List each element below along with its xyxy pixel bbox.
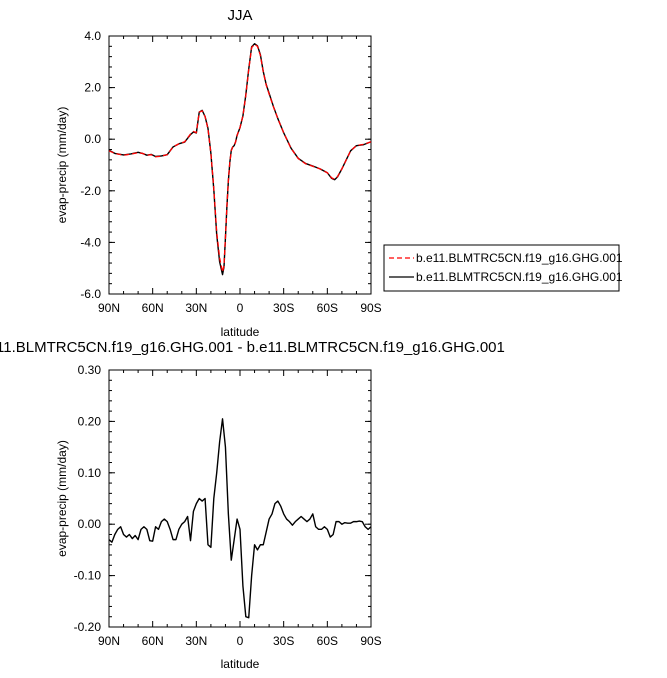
y-axis-label: evap-precip (mm/day) [55, 107, 69, 224]
x-tick-label: 60S [317, 301, 338, 315]
x-tick-label: 90S [360, 301, 381, 315]
x-tick-label: 90N [98, 634, 120, 648]
plot-frame [108, 369, 372, 628]
legend: b.e11.BLMTRC5CN.f19_g16.GHG.001 b.e11.BLM… [383, 244, 623, 292]
series-line-1 [108, 43, 372, 273]
x-tick-label: 0 [237, 634, 244, 648]
chart-title: JJA [227, 7, 252, 24]
series-line-2 [108, 43, 372, 276]
y-tick-label: -4.0 [80, 235, 101, 249]
x-axis-label: latitude [221, 325, 260, 339]
x-tick-label: 0 [237, 301, 244, 315]
y-tick-label: -0.10 [74, 569, 102, 583]
y-tick-label: -0.20 [74, 620, 102, 634]
chart-panel-1: JJA 90N 60N 30N 0 30S 60S 90S -6.0 -4.0 -2.0 0.0 2.0… [55, 7, 623, 339]
y-tick-label: -6.0 [80, 287, 101, 301]
legend-box [383, 244, 620, 292]
x-tick-label: 30S [273, 634, 294, 648]
y-tick-label: 0.10 [78, 466, 102, 480]
y-tick-label: -2.0 [80, 184, 101, 198]
x-tick-label: 60N [142, 634, 164, 648]
y-axis-label: evap-precip (mm/day) [55, 440, 69, 557]
x-axis-label: latitude [221, 657, 260, 671]
x-tick-label: 60N [142, 301, 164, 315]
x-tick-label: 30N [185, 301, 207, 315]
x-tick-label: 60S [317, 634, 338, 648]
y-tick-label: 0.00 [78, 517, 102, 531]
y-tick-label: 0.20 [78, 414, 102, 428]
x-tick-label: 90N [98, 301, 120, 315]
series-line-1 [108, 418, 372, 619]
chart-title: b.e11.BLMTRC5CN.f19_g16.GHG.001 - b.e11.… [0, 339, 505, 356]
y-tick-label: 2.0 [84, 81, 101, 95]
x-tick-label: 90S [360, 634, 381, 648]
chart-panel-2: b.e11.BLMTRC5CN.f19_g16.GHG.001 - b.e11.… [0, 339, 505, 671]
legend-label-2: b.e11.BLMTRC5CN.f19_g16.GHG.001 [416, 270, 623, 284]
x-tick-label: 30N [185, 634, 207, 648]
y-tick-label: 0.30 [78, 363, 102, 377]
plot-frame [108, 35, 372, 295]
y-tick-label: 4.0 [84, 29, 101, 43]
y-tick-label: 0.0 [84, 132, 101, 146]
x-tick-label: 30S [273, 301, 294, 315]
legend-label-1: b.e11.BLMTRC5CN.f19_g16.GHG.001 [416, 251, 623, 265]
